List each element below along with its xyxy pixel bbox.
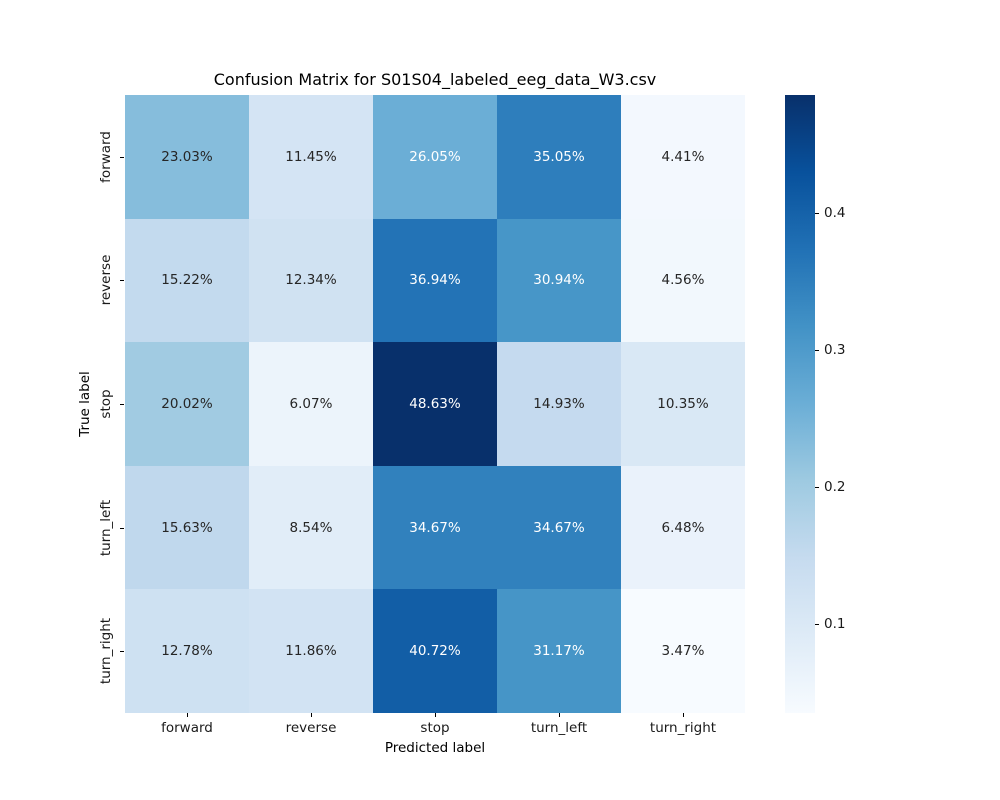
y-axis-tick <box>120 156 124 158</box>
cell-turn_left-stop: 34.67% <box>373 465 497 590</box>
cell-forward-turn_left: 35.05% <box>497 95 621 219</box>
cell-stop-turn_left: 14.93% <box>497 342 621 466</box>
y-axis-tick <box>120 651 124 653</box>
cell-forward-reverse: 11.45% <box>249 95 373 219</box>
cell-turn_right-stop: 40.72% <box>373 589 497 713</box>
heatmap-grid: 23.03% 11.45% 26.05% 35.05% 4.41% 15.22% 12.34… <box>125 95 745 713</box>
cell-forward-stop: 26.05% <box>373 95 497 219</box>
cell-turn_left-turn_left: 34.67% <box>497 465 621 590</box>
xtick-label-forward: forward <box>161 720 213 736</box>
colorbar <box>785 95 815 713</box>
cell-stop-stop: 48.63% <box>373 342 497 466</box>
cell-stop-turn_right: 10.35% <box>621 342 745 466</box>
x-axis-tick <box>559 713 560 717</box>
x-axis-tick <box>435 713 436 717</box>
colorbar-tick-label-0.2: 0.2 <box>824 478 846 495</box>
cell-reverse-forward: 15.22% <box>125 218 249 343</box>
cell-reverse-turn_right: 4.56% <box>621 218 745 343</box>
colorbar-tick-label-0.4: 0.4 <box>824 205 846 222</box>
x-axis-tick <box>187 713 188 717</box>
cell-turn_left-forward: 15.63% <box>125 465 249 590</box>
cell-turn_right-forward: 12.78% <box>125 589 249 713</box>
xtick-label-stop: stop <box>420 720 450 736</box>
x-axis-tick <box>311 713 312 717</box>
x-axis-tick <box>683 713 684 717</box>
colorbar-tick <box>815 349 819 351</box>
cell-stop-forward: 20.02% <box>125 342 249 466</box>
ytick-label-reverse: reverse <box>98 255 114 306</box>
cell-forward-forward: 23.03% <box>125 95 249 219</box>
y-axis-title: True label <box>77 371 93 437</box>
ytick-label-stop: stop <box>98 389 114 419</box>
colorbar-tick-label-0.1: 0.1 <box>824 615 846 632</box>
y-axis-tick <box>120 280 124 282</box>
cell-turn_right-turn_right: 3.47% <box>621 589 745 713</box>
ytick-label-forward: forward <box>98 130 114 183</box>
xtick-label-turn_right: turn_right <box>649 720 717 736</box>
xtick-label-turn_left: turn_left <box>530 720 588 736</box>
chart-title: Confusion Matrix for S01S04_labeled_eeg_… <box>213 70 657 89</box>
colorbar-tick-label-0.3: 0.3 <box>824 341 846 358</box>
cell-turn_left-turn_right: 6.48% <box>621 465 745 590</box>
ytick-label-turn_right: turn_right <box>98 618 114 685</box>
y-axis-tick <box>120 404 124 405</box>
cell-turn_right-turn_left: 31.17% <box>497 589 621 713</box>
colorbar-tick <box>815 623 819 625</box>
cell-turn_left-reverse: 8.54% <box>249 465 373 590</box>
cell-reverse-reverse: 12.34% <box>249 218 373 343</box>
cell-forward-turn_right: 4.41% <box>621 95 745 219</box>
cell-stop-reverse: 6.07% <box>249 342 373 466</box>
ytick-label-turn_left: turn_left <box>98 499 114 556</box>
cell-reverse-turn_left: 30.94% <box>497 218 621 343</box>
cell-reverse-stop: 36.94% <box>373 218 497 343</box>
xtick-label-reverse: reverse <box>285 720 337 736</box>
colorbar-tick <box>815 213 819 215</box>
x-axis-title: Predicted label <box>384 740 486 756</box>
cell-turn_right-reverse: 11.86% <box>249 589 373 713</box>
colorbar-tick <box>815 486 819 488</box>
y-axis-tick <box>120 527 124 529</box>
